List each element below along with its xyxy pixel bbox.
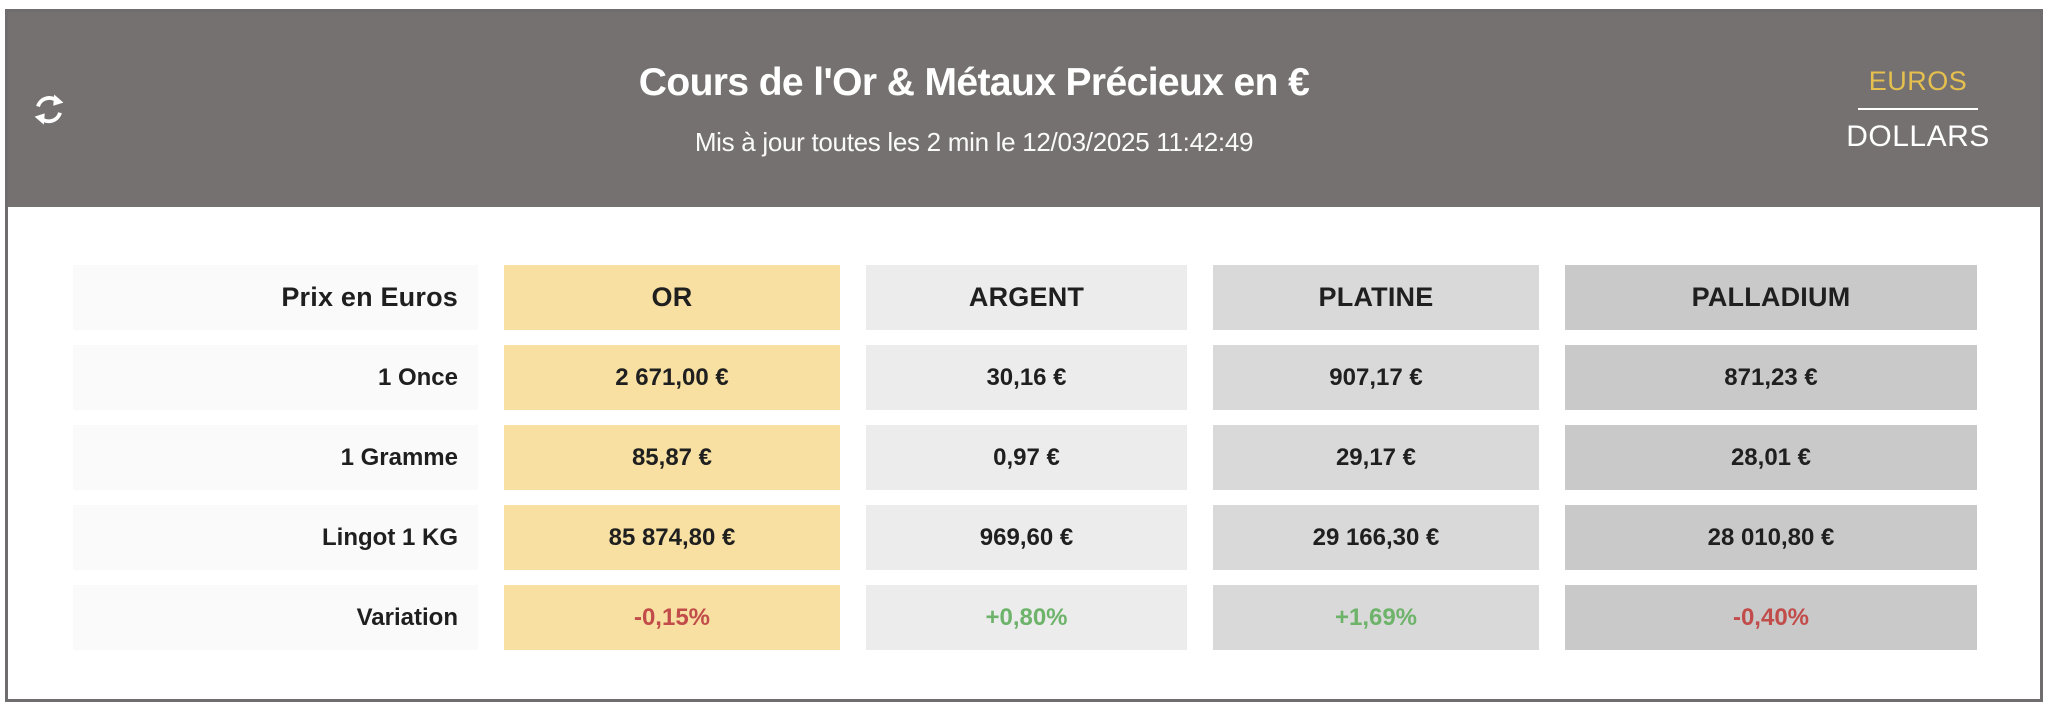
price-palladium-once: 871,23 €: [1565, 345, 1977, 410]
variation-argent: +0,80%: [866, 585, 1187, 650]
page-title: Cours de l'Or & Métaux Précieux en €: [638, 61, 1310, 104]
header-titles: Cours de l'Or & Métaux Précieux en € Mis…: [138, 12, 1810, 207]
price-platine-gramme: 29,17 €: [1213, 425, 1539, 490]
price-argent-once: 30,16 €: [866, 345, 1187, 410]
row-label-gramme: 1 Gramme: [73, 425, 478, 490]
column-header-palladium: PALLADIUM: [1565, 265, 1977, 330]
price-argent-lingot: 969,60 €: [866, 505, 1187, 570]
variation-platine: +1,69%: [1213, 585, 1539, 650]
row-label-once: 1 Once: [73, 345, 478, 410]
row-label-lingot: Lingot 1 KG: [73, 505, 478, 570]
corner-header-prix-en-euros: Prix en Euros: [73, 265, 478, 330]
last-updated-text: Mis à jour toutes les 2 min le 12/03/202…: [694, 127, 1254, 157]
refresh-icon: [31, 91, 67, 132]
column-header-or: OR: [504, 265, 840, 330]
price-platine-once: 907,17 €: [1213, 345, 1539, 410]
currency-dollars-button[interactable]: DOLLARS: [1834, 120, 2002, 154]
widget-header: Cours de l'Or & Métaux Précieux en € Mis…: [8, 12, 2040, 207]
currency-euros-button[interactable]: EUROS: [1834, 66, 2002, 97]
price-palladium-lingot: 28 010,80 €: [1565, 505, 1977, 570]
price-or-lingot: 85 874,80 €: [504, 505, 840, 570]
price-argent-gramme: 0,97 €: [866, 425, 1187, 490]
price-or-once: 2 671,00 €: [504, 345, 840, 410]
variation-or: -0,15%: [504, 585, 840, 650]
column-header-argent: ARGENT: [866, 265, 1187, 330]
currency-divider: [1858, 107, 1978, 110]
row-label-variation: Variation: [73, 585, 478, 650]
column-header-platine: PLATINE: [1213, 265, 1539, 330]
refresh-button[interactable]: [30, 91, 68, 131]
currency-toggle: EUROS DOLLARS: [1834, 66, 2002, 154]
price-palladium-gramme: 28,01 €: [1565, 425, 1977, 490]
price-or-gramme: 85,87 €: [504, 425, 840, 490]
price-platine-lingot: 29 166,30 €: [1213, 505, 1539, 570]
price-table: Prix en Euros OR ARGENT PLATINE PALLADIU…: [73, 265, 1977, 650]
precious-metals-widget: Cours de l'Or & Métaux Précieux en € Mis…: [5, 9, 2043, 702]
variation-palladium: -0,40%: [1565, 585, 1977, 650]
